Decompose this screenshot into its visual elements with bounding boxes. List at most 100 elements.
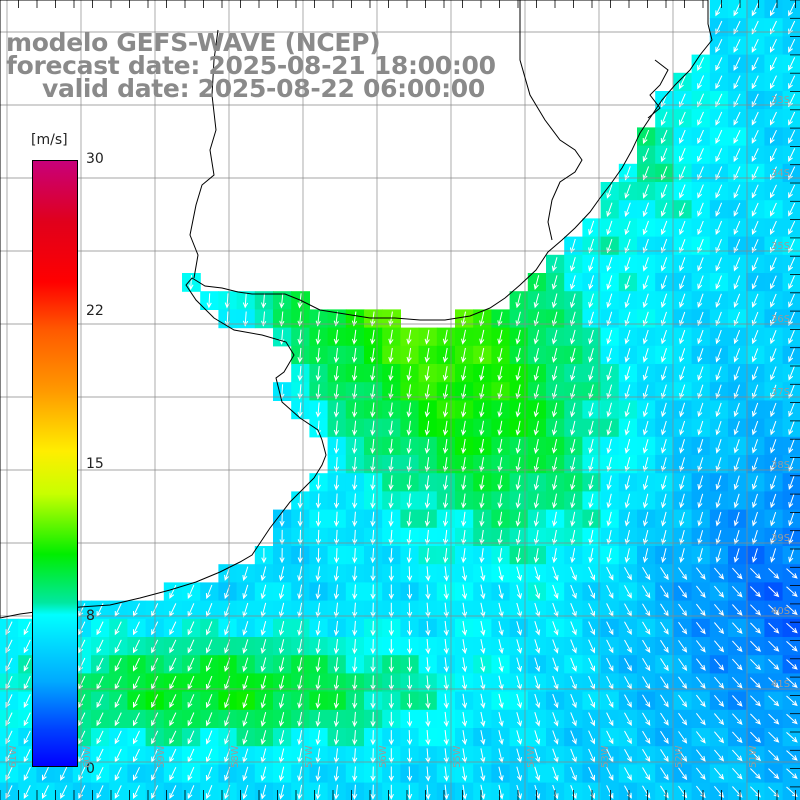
- wind-arrow: [352, 384, 358, 400]
- wind-arrow: [315, 693, 321, 709]
- wind-arrow: [751, 330, 759, 345]
- wind-arrow: [770, 57, 777, 72]
- wind-arrow: [570, 347, 576, 363]
- wind-arrow: [660, 658, 669, 672]
- wind-arrow: [533, 420, 539, 436]
- wind-arrow: [497, 529, 503, 545]
- wind-arrow: [479, 438, 485, 454]
- wind-arrow: [733, 275, 741, 290]
- wind-arrow: [406, 366, 412, 382]
- wind-arrow: [388, 620, 394, 637]
- wind-arrow: [352, 420, 358, 436]
- wind-arrow: [696, 676, 706, 690]
- wind-arrow: [678, 767, 688, 781]
- wind-arrow: [660, 293, 668, 308]
- wind-arrow: [370, 384, 376, 400]
- wind-arrow: [679, 493, 685, 509]
- wind-arrow: [534, 602, 541, 618]
- wind-arrow: [406, 402, 412, 418]
- wind-arrow: [624, 730, 632, 745]
- wind-arrow: [497, 548, 503, 564]
- wind-arrow: [788, 439, 795, 454]
- wind-arrow: [679, 257, 686, 272]
- wind-arrow: [188, 275, 194, 291]
- wind-arrow: [770, 293, 777, 308]
- wind-arrow: [297, 657, 303, 673]
- wind-arrow: [533, 384, 539, 400]
- wind-arrow: [642, 639, 651, 654]
- wind-arrow: [425, 711, 431, 728]
- wind-arrow: [679, 202, 686, 217]
- wind-arrow: [479, 420, 485, 436]
- wind-arrow: [715, 2, 723, 17]
- wind-arrow: [205, 712, 213, 727]
- wind-arrow: [624, 166, 631, 181]
- wind-arrow: [588, 766, 595, 781]
- wind-arrow: [442, 438, 449, 454]
- wind-arrow: [642, 712, 651, 726]
- wind-arrow: [551, 402, 558, 418]
- wind-arrow: [588, 475, 594, 491]
- wind-arrow: [315, 602, 321, 618]
- wind-arrow: [588, 529, 594, 545]
- wind-arrow: [260, 784, 267, 800]
- wind-arrow: [516, 602, 522, 618]
- wind-arrow: [96, 712, 104, 727]
- wind-arrow: [588, 311, 594, 327]
- wind-arrow: [333, 438, 340, 455]
- wind-arrow: [443, 675, 449, 691]
- wind-arrow: [752, 530, 758, 545]
- wind-arrow: [788, 548, 795, 563]
- wind-arrow: [351, 366, 358, 382]
- wind-arrow: [279, 548, 285, 564]
- wind-arrow: [370, 602, 376, 618]
- wind-arrow: [697, 402, 704, 418]
- wind-arrow: [442, 529, 449, 546]
- wind-arrow: [133, 730, 140, 745]
- wind-arrow: [315, 639, 321, 655]
- wind-arrow: [297, 730, 303, 746]
- wind-arrow: [461, 529, 467, 545]
- wind-arrow: [297, 402, 303, 418]
- wind-arrow: [679, 220, 686, 236]
- wind-arrow: [715, 475, 722, 491]
- wind-arrow: [770, 493, 777, 509]
- wind-arrow: [479, 493, 485, 509]
- wind-arrow: [606, 384, 613, 400]
- wind-arrow: [388, 420, 394, 436]
- longitude-label: 60W: [82, 745, 93, 768]
- wind-arrow: [606, 220, 613, 236]
- wind-arrow: [751, 293, 759, 308]
- wind-arrow: [624, 329, 631, 345]
- wind-arrow: [315, 784, 321, 800]
- wind-arrow: [678, 694, 688, 708]
- wind-arrow: [732, 567, 743, 580]
- wind-arrow: [606, 566, 614, 581]
- wind-arrow: [606, 293, 613, 309]
- wind-arrow: [788, 166, 796, 181]
- wind-arrow: [770, 93, 777, 108]
- wind-arrow: [406, 693, 413, 709]
- wind-arrow: [661, 529, 667, 545]
- wind-arrow: [242, 602, 249, 618]
- wind-arrow: [406, 584, 413, 600]
- wind-arrow: [768, 568, 780, 580]
- wind-arrow: [588, 548, 594, 564]
- wind-arrow: [352, 675, 358, 691]
- wind-arrow: [715, 93, 723, 108]
- wind-arrow: [788, 220, 796, 235]
- wind-arrow: [751, 38, 759, 53]
- wind-arrow: [770, 402, 777, 418]
- wind-arrow: [515, 402, 521, 418]
- wind-arrow: [751, 184, 759, 199]
- wind-arrow: [443, 639, 449, 655]
- colorbar-tick: 22: [86, 303, 104, 319]
- wind-arrow: [352, 639, 358, 655]
- wind-arrow: [770, 475, 777, 490]
- wind-arrow: [515, 493, 521, 509]
- colorbar-tick: 0: [86, 761, 95, 777]
- wind-arrow: [660, 676, 669, 690]
